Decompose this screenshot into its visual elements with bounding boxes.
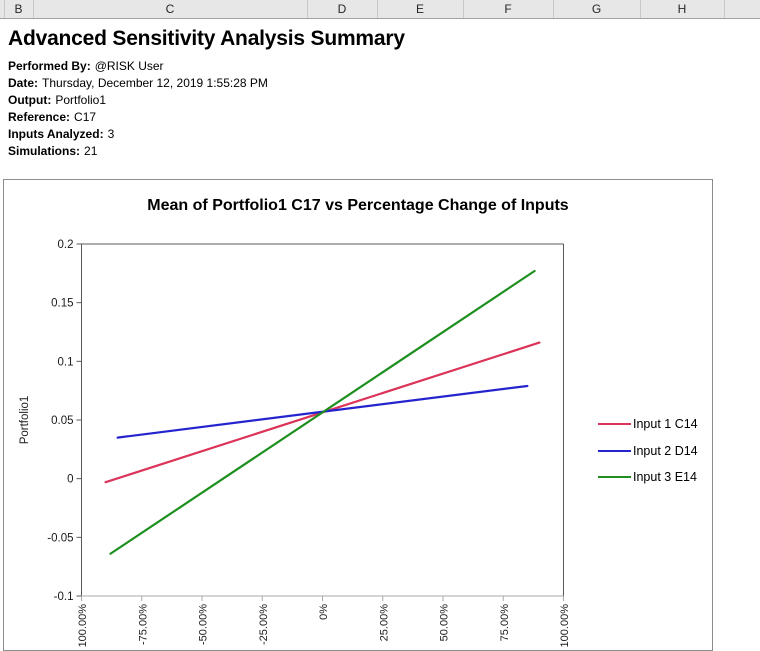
y-tick-label: -0.1	[54, 591, 74, 603]
field-performed-by: Performed By: @RISK User	[8, 58, 405, 75]
legend-label: Input 1 C14	[633, 417, 698, 431]
y-tick-label: 0.2	[58, 239, 74, 251]
x-tick-label: 100.00%	[559, 604, 571, 648]
column-header-c[interactable]: C	[33, 0, 308, 18]
x-tick-label: 25.00%	[378, 604, 390, 642]
legend-item: Input 1 C14	[598, 417, 698, 431]
column-header-h[interactable]: H	[640, 0, 725, 18]
field-value: @RISK User	[94, 59, 164, 73]
y-tick-label: 0.05	[51, 415, 73, 427]
report-block: Advanced Sensitivity Analysis Summary Pe…	[8, 27, 405, 160]
legend-line-swatch	[598, 476, 631, 478]
field-inputs-analyzed: Inputs Analyzed: 3	[8, 126, 405, 143]
column-header-i-partial[interactable]	[724, 0, 760, 18]
field-label: Inputs Analyzed:	[8, 127, 104, 141]
field-label: Simulations:	[8, 144, 81, 158]
field-label: Date:	[8, 76, 39, 90]
x-tick-label: -75.00%	[137, 604, 149, 645]
field-simulations: Simulations: 21	[8, 143, 405, 160]
x-tick-label: 0%	[318, 604, 330, 620]
column-header-e[interactable]: E	[377, 0, 464, 18]
x-tick-label: -50.00%	[198, 604, 210, 645]
column-header-b[interactable]: B	[4, 0, 34, 18]
y-axis-title: Portfolio1	[19, 396, 31, 445]
legend-line-swatch	[598, 423, 631, 425]
field-label: Reference:	[8, 110, 71, 124]
field-reference: Reference: C17	[8, 109, 405, 126]
y-tick-label: 0	[67, 474, 73, 486]
field-value: Thursday, December 12, 2019 1:55:28 PM	[42, 76, 268, 90]
y-tick-label: 0.15	[51, 298, 73, 310]
column-header-f[interactable]: F	[463, 0, 554, 18]
x-tick-label: -25.00%	[258, 604, 270, 645]
y-tick-label: -0.05	[47, 532, 73, 544]
legend-label: Input 2 D14	[633, 443, 698, 458]
field-output: Output: Portfolio1	[8, 92, 405, 109]
field-label: Performed By:	[8, 59, 91, 73]
field-label: Output:	[8, 93, 52, 107]
column-header-g[interactable]: G	[553, 0, 641, 18]
report-title: Advanced Sensitivity Analysis Summary	[8, 27, 405, 50]
column-header-a-partial[interactable]	[0, 0, 5, 18]
field-value: Portfolio1	[55, 93, 107, 107]
legend: Input 1 C14 Input 2 D14 Input 3 E14	[598, 417, 698, 497]
legend-label: Input 3 E14	[633, 470, 697, 484]
legend-item: Input 2 D14	[598, 444, 698, 458]
field-value: C17	[74, 110, 97, 124]
column-header-row: B C D E F G H	[0, 0, 760, 19]
chart-title: Mean of Portfolio1 C17 vs Percentage Cha…	[147, 197, 569, 214]
column-header-d[interactable]: D	[307, 0, 378, 18]
legend-item: Input 3 E14	[598, 470, 698, 484]
report-fields: Performed By: @RISK User Date: Thursday, D…	[8, 58, 405, 160]
legend-line-swatch	[598, 449, 631, 452]
x-tick-label: -100.00%	[77, 604, 89, 648]
chart-plot-svg: 0.2 0.15 0.1 0.05 0 -0.05 -0.1-100.00% -75.00% -…	[19, 239, 571, 648]
sensitivity-chart-object[interactable]: 0.2 0.15 0.1 0.05 0 -0.05 -0.1 -100.00% -75.00% -…	[3, 179, 713, 651]
field-value: 3	[107, 127, 115, 141]
x-tick-label: 75.00%	[499, 604, 511, 642]
y-tick-label: 0.1	[58, 356, 74, 368]
field-date: Date: Thursday, December 12, 2019 1:55:28…	[8, 75, 405, 92]
x-tick-label: 50.00%	[439, 604, 451, 642]
series-line-3	[109, 269, 536, 555]
field-value: 21	[84, 144, 98, 158]
